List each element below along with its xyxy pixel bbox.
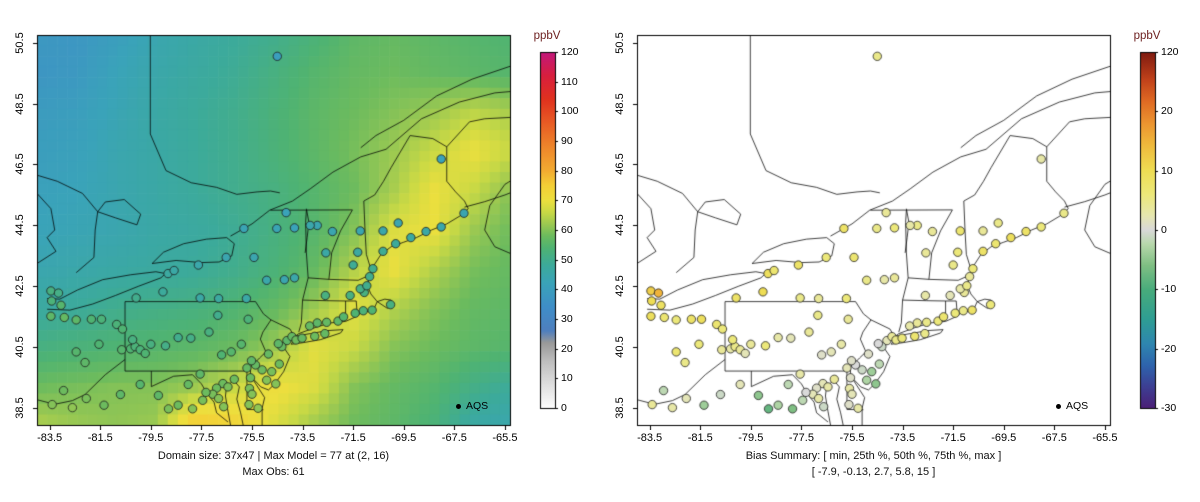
colorbar-tick-label: 60 — [561, 224, 573, 236]
y-axis-tick-label: 50.5 — [614, 31, 626, 54]
bias-panel: EMBER bias: O3_MDA8 on 05/17/2022 ppbV A… — [600, 0, 1200, 502]
x-axis-tick-label: -73.5 — [890, 432, 916, 444]
x-axis-tick-label: -75.5 — [239, 432, 265, 444]
x-axis-tick-label: -71.5 — [340, 432, 366, 444]
x-axis-tick-label: -77.5 — [188, 432, 214, 444]
colorbar-tick-label: 0 — [561, 402, 567, 414]
x-axis-tick-label: -83.5 — [637, 432, 663, 444]
y-axis-tick-label: 46.5 — [614, 153, 626, 176]
x-axis-tick-label: -79.5 — [738, 432, 764, 444]
y-axis-tick-label: 42.5 — [614, 275, 626, 298]
colorbar-tick-label: 80 — [561, 164, 573, 177]
x-axis-tick-label: -81.5 — [687, 432, 713, 444]
aqs-legend: AQS — [456, 400, 488, 412]
model-map-canvas — [0, 0, 600, 430]
y-axis-tick-label: 48.5 — [14, 92, 26, 115]
x-axis-tick-label: -79.5 — [138, 432, 164, 444]
colorbar-tick-label: -10 — [1161, 283, 1177, 296]
colorbar-tick-label: 50 — [561, 253, 573, 266]
y-axis-tick-label: 44.5 — [614, 214, 626, 237]
x-axis-tick-label: -69.5 — [991, 432, 1017, 444]
colorbar-tick-label: 20 — [561, 342, 573, 355]
y-axis-tick-label: 50.5 — [14, 31, 26, 54]
aqs-point-icon — [1056, 403, 1061, 409]
colorbar-unit-label: ppbV — [1133, 30, 1161, 42]
aqs-legend: AQS — [1056, 400, 1088, 412]
colorbar-tick-label: 70 — [561, 194, 573, 207]
x-axis-tick-label: -69.5 — [391, 432, 417, 444]
y-axis-tick-label: 44.5 — [14, 214, 26, 237]
y-axis-tick-label: 46.5 — [14, 153, 26, 176]
x-axis-tick-label: -67.5 — [1041, 432, 1067, 444]
caption-bias-values: [ -7.9, -0.13, 2.7, 5.8, 15 ] — [811, 466, 936, 478]
aqs-point-icon — [456, 403, 461, 409]
y-axis-tick-label: 40.5 — [14, 336, 26, 359]
y-axis-tick-label: 40.5 — [614, 336, 626, 359]
x-axis-tick-label: -83.5 — [37, 432, 63, 444]
aqs-legend-label: AQS — [466, 400, 489, 412]
x-axis-tick-label: -77.5 — [788, 432, 814, 444]
colorbar-tick-label: 20 — [1161, 105, 1173, 118]
colorbar-tick-label: 0 — [1161, 224, 1167, 236]
x-axis-tick-label: -81.5 — [87, 432, 113, 444]
x-axis-tick-label: -71.5 — [940, 432, 966, 444]
x-axis-tick-label: -73.5 — [290, 432, 316, 444]
caption-domain-size: Domain size: 37x47 | Max Model = 77 at (… — [157, 450, 390, 462]
y-axis-tick-label: 38.5 — [614, 397, 626, 419]
colorbar-tick-label: 120 — [1161, 46, 1179, 58]
colorbar-tick-label: 110 — [561, 75, 578, 88]
caption-bias-summary: Bias Summary: [ min, 25th %, 50th %, 75t… — [745, 450, 1002, 462]
x-axis-tick-label: -65.5 — [492, 432, 518, 444]
aqs-legend-label: AQS — [1066, 400, 1089, 412]
model-panel: EMBER 36km: O3_MDA8 on 05/17/2022 ppbV A… — [0, 0, 600, 478]
x-axis-tick-label: -65.5 — [1092, 432, 1118, 444]
colorbar-tick-label: 30 — [561, 313, 573, 325]
colorbar-tick-label: 100 — [561, 105, 579, 118]
colorbar-tick-label: 10 — [561, 372, 573, 385]
colorbar-tick-label: -20 — [1161, 342, 1177, 355]
colorbar-unit-label: ppbV — [533, 30, 561, 42]
colorbar-tick-label: 40 — [561, 283, 573, 296]
colorbar-tick-label: 90 — [561, 135, 573, 147]
caption-max-obs: Max Obs: 61 — [242, 466, 305, 478]
y-axis-tick-label: 42.5 — [14, 275, 26, 298]
colorbar-tick-label: 10 — [1161, 164, 1173, 177]
y-axis-tick-label: 48.5 — [614, 92, 626, 115]
bias-map-canvas — [600, 0, 1200, 430]
x-axis-tick-label: -75.5 — [839, 432, 865, 444]
x-axis-tick-label: -67.5 — [441, 432, 467, 444]
colorbar-tick-label: 120 — [561, 46, 579, 58]
y-axis-tick-label: 38.5 — [14, 397, 26, 419]
colorbar-tick-label: -30 — [1161, 402, 1177, 414]
